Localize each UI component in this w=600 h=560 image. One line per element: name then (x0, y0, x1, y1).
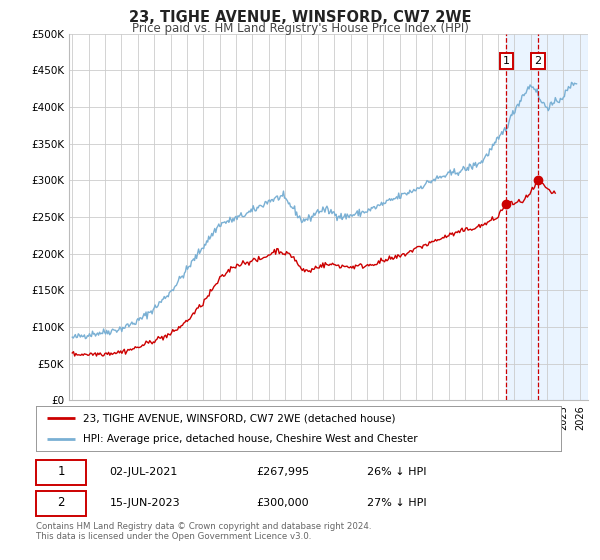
Text: £300,000: £300,000 (257, 498, 309, 508)
FancyBboxPatch shape (36, 491, 86, 516)
Text: 23, TIGHE AVENUE, WINSFORD, CW7 2WE (detached house): 23, TIGHE AVENUE, WINSFORD, CW7 2WE (det… (83, 413, 396, 423)
Text: 23, TIGHE AVENUE, WINSFORD, CW7 2WE: 23, TIGHE AVENUE, WINSFORD, CW7 2WE (129, 10, 471, 25)
Bar (506, 34, 588, 400)
Text: 1: 1 (503, 56, 509, 66)
Text: 27% ↓ HPI: 27% ↓ HPI (367, 498, 427, 508)
Text: HPI: Average price, detached house, Cheshire West and Chester: HPI: Average price, detached house, Ches… (83, 433, 418, 444)
Text: 26% ↓ HPI: 26% ↓ HPI (367, 466, 426, 477)
Text: Price paid vs. HM Land Registry's House Price Index (HPI): Price paid vs. HM Land Registry's House … (131, 22, 469, 35)
Text: 2: 2 (535, 56, 542, 66)
Text: 02-JUL-2021: 02-JUL-2021 (110, 466, 178, 477)
FancyBboxPatch shape (36, 460, 86, 485)
Text: 1: 1 (58, 465, 65, 478)
Text: £267,995: £267,995 (257, 466, 310, 477)
Text: 2: 2 (58, 497, 65, 510)
Text: 15-JUN-2023: 15-JUN-2023 (110, 498, 180, 508)
Text: This data is licensed under the Open Government Licence v3.0.: This data is licensed under the Open Gov… (36, 532, 311, 541)
Text: Contains HM Land Registry data © Crown copyright and database right 2024.: Contains HM Land Registry data © Crown c… (36, 522, 371, 531)
